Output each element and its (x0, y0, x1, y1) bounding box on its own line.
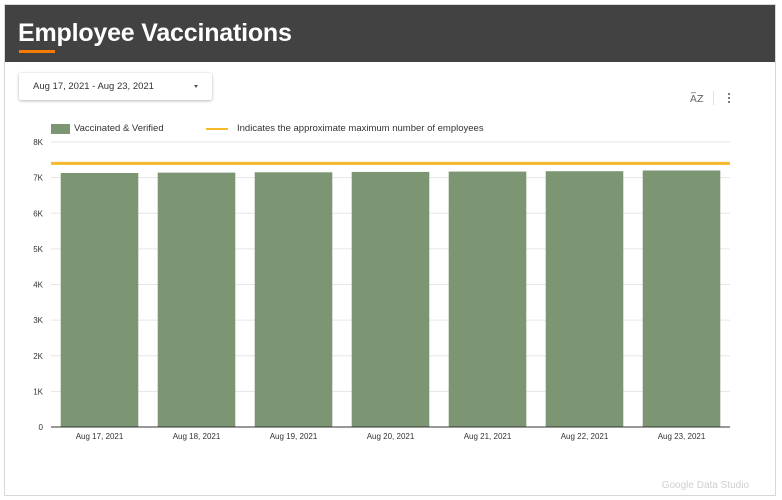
y-tick-label: 4K (33, 281, 43, 290)
y-tick-label: 7K (33, 174, 43, 183)
x-tick-label: Aug 23, 2021 (658, 432, 706, 441)
watermark: Google Data Studio (661, 480, 749, 491)
kebab-menu-icon[interactable] (727, 93, 731, 105)
legend-label-bar: Vaccinated & Verified (74, 123, 164, 134)
y-tick-label: 1K (33, 387, 43, 396)
date-range-picker[interactable]: Aug 17, 2021 - Aug 23, 2021 (19, 73, 212, 100)
x-tick-label: Aug 22, 2021 (561, 432, 609, 441)
legend-swatch-bar (51, 124, 70, 134)
x-tick-label: Aug 20, 2021 (367, 432, 415, 441)
y-tick-label: 6K (33, 209, 43, 218)
x-tick-label: Aug 21, 2021 (464, 432, 512, 441)
report-header: Employee Vaccinations (5, 5, 775, 62)
toolbar-divider (713, 91, 714, 105)
x-tick-label: Aug 19, 2021 (270, 432, 318, 441)
y-tick-label: 3K (33, 316, 43, 325)
bar[interactable] (642, 170, 721, 428)
bar[interactable] (60, 172, 139, 427)
y-tick-label: 0 (39, 423, 44, 432)
x-tick-label: Aug 17, 2021 (76, 432, 124, 441)
report-frame: Employee Vaccinations Aug 17, 2021 - Aug… (4, 4, 776, 496)
y-tick-label: 5K (33, 245, 43, 254)
bar[interactable] (351, 171, 430, 427)
date-range-label: Aug 17, 2021 - Aug 23, 2021 (33, 81, 154, 92)
bar-chart: 0 1K 2K 3K 4K 5K 6K 7K 8K Aug 17, 2021 Aug 18, 202… (33, 138, 730, 441)
y-tick-label: 8K (33, 138, 43, 147)
x-tick-label: Aug 18, 2021 (173, 432, 221, 441)
y-tick-label: 2K (33, 352, 43, 361)
bar[interactable] (157, 172, 236, 427)
page-title: Employee Vaccinations (18, 19, 292, 47)
legend-label-reference-line: Indicates the approximate maximum number… (237, 123, 484, 134)
bar[interactable] (545, 171, 624, 427)
bar[interactable] (448, 171, 527, 427)
title-accent-underline (19, 50, 55, 53)
bar[interactable] (254, 172, 333, 427)
legend-swatch-reference-line (206, 128, 228, 130)
sort-az-icon[interactable]: A̅Z (690, 94, 704, 105)
caret-down-icon (194, 85, 198, 88)
